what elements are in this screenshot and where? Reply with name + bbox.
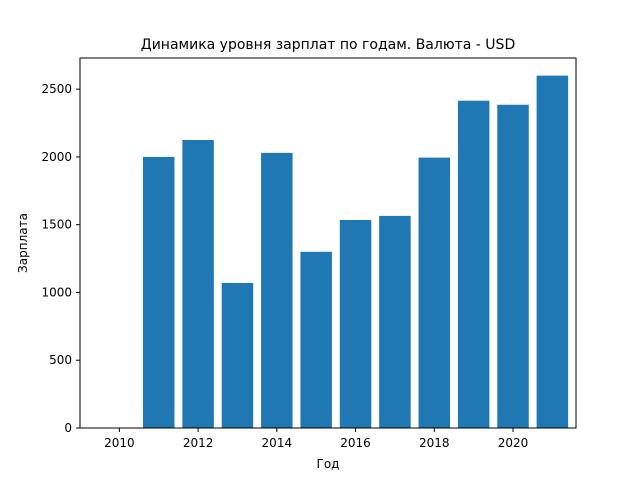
bar-2015 [300, 251, 332, 428]
bar-2017 [379, 215, 411, 428]
bar-2016 [339, 219, 372, 428]
x-tick-label: 2012 [183, 436, 214, 450]
x-tick-label: 2010 [104, 436, 135, 450]
x-tick-label: 2020 [498, 436, 529, 450]
bar-2019 [457, 100, 490, 428]
bar-2020 [497, 104, 529, 428]
y-tick-label: 1500 [41, 218, 72, 232]
y-axis-ticks: 0 500 1000 1500 2000 2500 [41, 82, 80, 435]
y-tick-label: 500 [49, 353, 72, 367]
plot-frame [79, 57, 577, 429]
x-axis-ticks: 2010 2012 2014 2016 2018 2020 [104, 428, 528, 450]
bars-layer [142, 75, 569, 428]
y-tick-label: 2500 [41, 82, 72, 96]
y-tick-label: 2000 [41, 150, 72, 164]
bar-2018 [418, 157, 451, 428]
y-tick-label: 0 [64, 421, 72, 435]
y-tick-label: 1000 [41, 285, 72, 299]
chart-title: Динамика уровня зарплат по годам. Валюта… [141, 37, 515, 53]
x-tick-label: 2014 [262, 436, 293, 450]
x-tick-label: 2016 [340, 436, 371, 450]
bar-2014 [261, 152, 293, 428]
bar-2021 [536, 75, 569, 428]
bar-2011 [142, 156, 175, 428]
bar-2012 [182, 139, 214, 428]
bar-2013 [221, 282, 254, 428]
x-tick-label: 2018 [419, 436, 450, 450]
x-axis-label: Год [317, 457, 340, 471]
y-axis-label: Зарплата [16, 213, 30, 273]
